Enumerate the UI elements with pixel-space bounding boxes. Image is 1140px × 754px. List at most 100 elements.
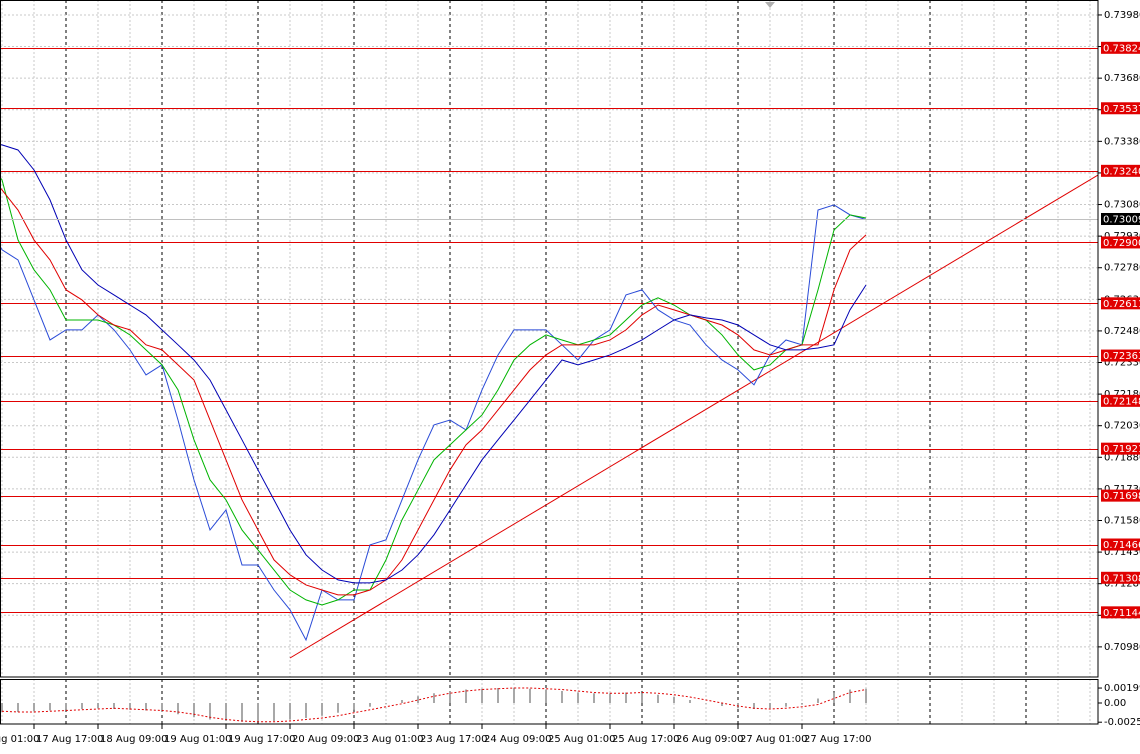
main-grid: [0, 0, 1098, 677]
osc-bar: [833, 692, 835, 703]
x-tick-label: 18 Aug 09:00: [100, 734, 167, 745]
x-tick-label: 19 Aug 01:00: [164, 734, 231, 745]
osc-bar: [849, 689, 851, 703]
level-label-box: [1101, 394, 1140, 407]
x-tick-label: 25 Aug 01:00: [548, 734, 615, 745]
x-tick-label: 17 Aug 01:00: [0, 734, 39, 745]
series-line: [0, 186, 867, 596]
osc-bar: [561, 691, 563, 703]
level-label-box: [1101, 442, 1140, 455]
x-tick-label: 27 Aug 17:00: [804, 734, 871, 745]
main-frame: [0, 0, 1099, 678]
x-tick-label: 25 Aug 17:00: [612, 734, 679, 745]
osc-plot: [0, 687, 867, 723]
osc-bar: [337, 703, 339, 713]
level-label: 0.71466: [1103, 540, 1140, 551]
osc-bar: [209, 703, 211, 720]
osc-bar: [641, 693, 643, 703]
osc-bar: [449, 691, 451, 703]
osc-bar: [81, 703, 83, 709]
level-label-box: [1101, 538, 1140, 551]
level-label-box: [1101, 297, 1140, 310]
x-tick-label: 26 Aug 09:00: [676, 734, 743, 745]
level-label: 0.73537: [1103, 104, 1140, 115]
level-label: 0.72148: [1103, 396, 1140, 407]
osc-bar: [673, 697, 675, 703]
current-price-box: [1101, 213, 1140, 225]
osc-bar: [369, 703, 371, 707]
y-tick-label: 0.001994: [1104, 683, 1140, 694]
x-tick-label: 24 Aug 09:00: [484, 734, 551, 745]
osc-bar: [33, 703, 35, 712]
main-plot: [0, 48, 1098, 659]
x-tick-label: 20 Aug 09:00: [292, 734, 359, 745]
osc-bar: [353, 703, 355, 710]
series-line: [0, 176, 867, 606]
level-label-box: [1101, 606, 1140, 619]
level-label: 0.71921: [1103, 444, 1140, 455]
osc-bar: [593, 693, 595, 703]
osc-bar: [97, 703, 99, 709]
level-label: 0.72611: [1103, 299, 1140, 310]
level-label: 0.71308: [1103, 573, 1140, 584]
axes: 0.739800.738300.736800.735300.733800.732…: [0, 10, 1140, 745]
osc-bar: [625, 692, 627, 703]
level-label-box: [1101, 489, 1140, 502]
series-line: [0, 687, 867, 723]
osc-bar: [465, 689, 467, 703]
osc-bar: [225, 703, 227, 721]
osc-bar: [769, 703, 771, 709]
x-tick-label: 23 Aug 17:00: [420, 734, 487, 745]
osc-bar: [385, 703, 387, 704]
osc-bar: [497, 688, 499, 703]
osc-bar: [865, 688, 867, 703]
osc-bar: [1, 703, 3, 712]
level-label: 0.72363: [1103, 351, 1140, 362]
osc-bar: [785, 703, 787, 707]
osc-bar: [705, 703, 707, 704]
level-label-box: [1101, 164, 1140, 177]
osc-bar: [753, 703, 755, 709]
osc-bar: [305, 703, 307, 718]
x-tick-label: 19 Aug 17:00: [228, 734, 295, 745]
x-tick-label: 23 Aug 01:00: [356, 734, 423, 745]
osc-bar: [241, 703, 243, 722]
osc-bar: [177, 703, 179, 715]
level-label-box: [1101, 236, 1140, 249]
osc-bar: [289, 703, 291, 720]
osc-bar: [481, 688, 483, 703]
level-label: 0.73824: [1103, 43, 1140, 54]
level-label: 0.71144: [1103, 608, 1140, 619]
osc-bar: [721, 703, 723, 706]
x-tick-label: 27 Aug 01:00: [740, 734, 807, 745]
osc-bar: [433, 693, 435, 703]
series-line: [0, 144, 867, 584]
level-label-box: [1101, 102, 1140, 115]
osc-bar: [801, 703, 803, 705]
osc-bar: [689, 700, 691, 703]
level-label-box: [1101, 349, 1140, 362]
osc-bar: [817, 698, 819, 703]
osc-bar: [193, 703, 195, 718]
level-label-box: [1101, 41, 1140, 54]
osc-bar: [161, 703, 163, 712]
osc-bar: [65, 703, 67, 710]
y-tick-label: 0.00: [1104, 698, 1126, 709]
osc-bar: [401, 700, 403, 703]
